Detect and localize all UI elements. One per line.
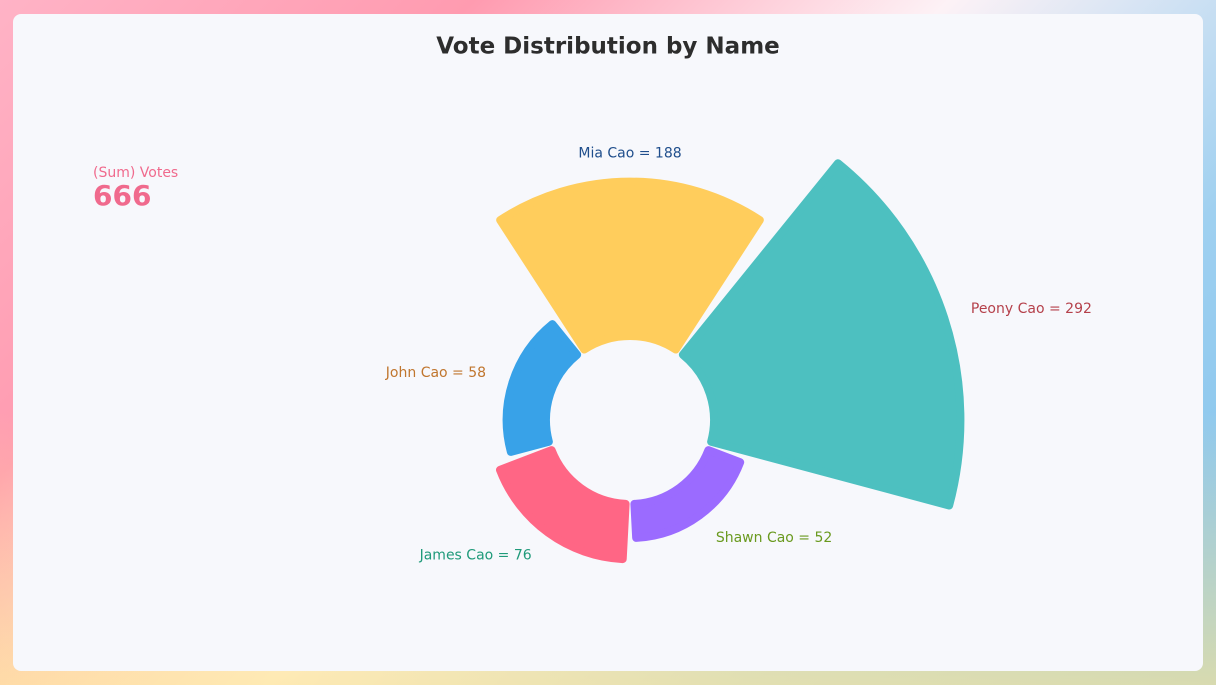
rose-sector: [502, 320, 582, 456]
data-label: Shawn Cao = 52: [716, 530, 832, 546]
data-label: James Cao = 76: [419, 547, 532, 563]
rose-sector: [630, 446, 745, 542]
rose-sector: [495, 446, 630, 564]
summary-label: (Sum) Votes: [93, 165, 178, 181]
data-label: John Cao = 58: [385, 365, 486, 381]
data-label: Mia Cao = 188: [578, 146, 681, 162]
rose-sector: [678, 159, 965, 510]
chart-title: Vote Distribution by Name: [436, 34, 780, 60]
summary-value: 666: [93, 179, 151, 212]
rose-sector: [496, 177, 764, 354]
data-label: Peony Cao = 292: [971, 301, 1092, 317]
